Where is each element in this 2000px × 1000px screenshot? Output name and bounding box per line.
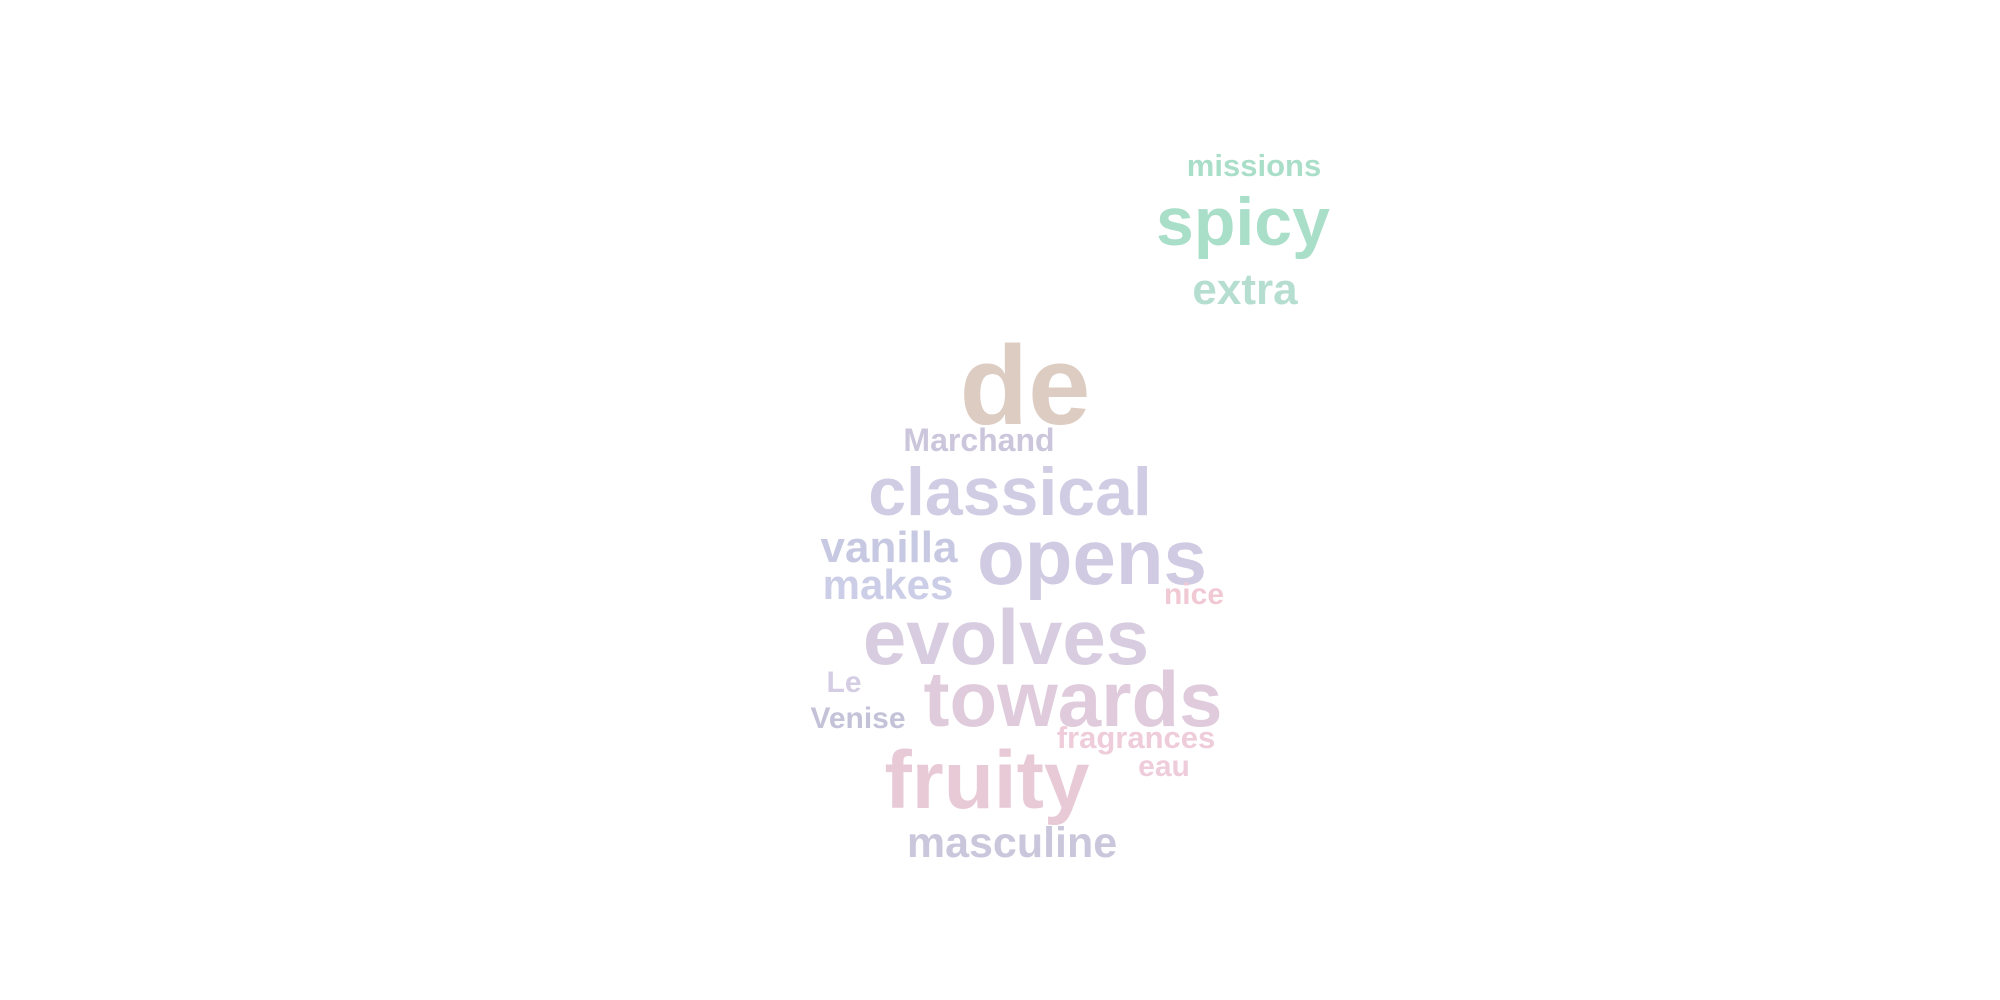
- word-marchand: Marchand: [903, 422, 1055, 458]
- word-fragrances: fragrances: [1056, 720, 1216, 755]
- word-makes: makes: [822, 561, 954, 608]
- word-missions: missions: [1186, 148, 1322, 183]
- word-venise: Venise: [810, 702, 906, 735]
- word-extra: extra: [1192, 265, 1298, 314]
- word-masculine: masculine: [906, 819, 1118, 867]
- word-spicy: spicy: [1156, 184, 1330, 260]
- word-vanilla: vanilla: [820, 523, 958, 572]
- word-fruity: fruity: [884, 735, 1090, 826]
- word-eau: eau: [1138, 750, 1190, 783]
- word-opens: opens: [977, 513, 1207, 601]
- word-le: Le: [826, 666, 862, 699]
- word-nice: nice: [1163, 578, 1225, 611]
- word-evolves: evolves: [862, 593, 1150, 681]
- word-classical: classical: [868, 454, 1152, 530]
- word-de: de: [959, 323, 1091, 448]
- word-towards: towards: [923, 655, 1223, 743]
